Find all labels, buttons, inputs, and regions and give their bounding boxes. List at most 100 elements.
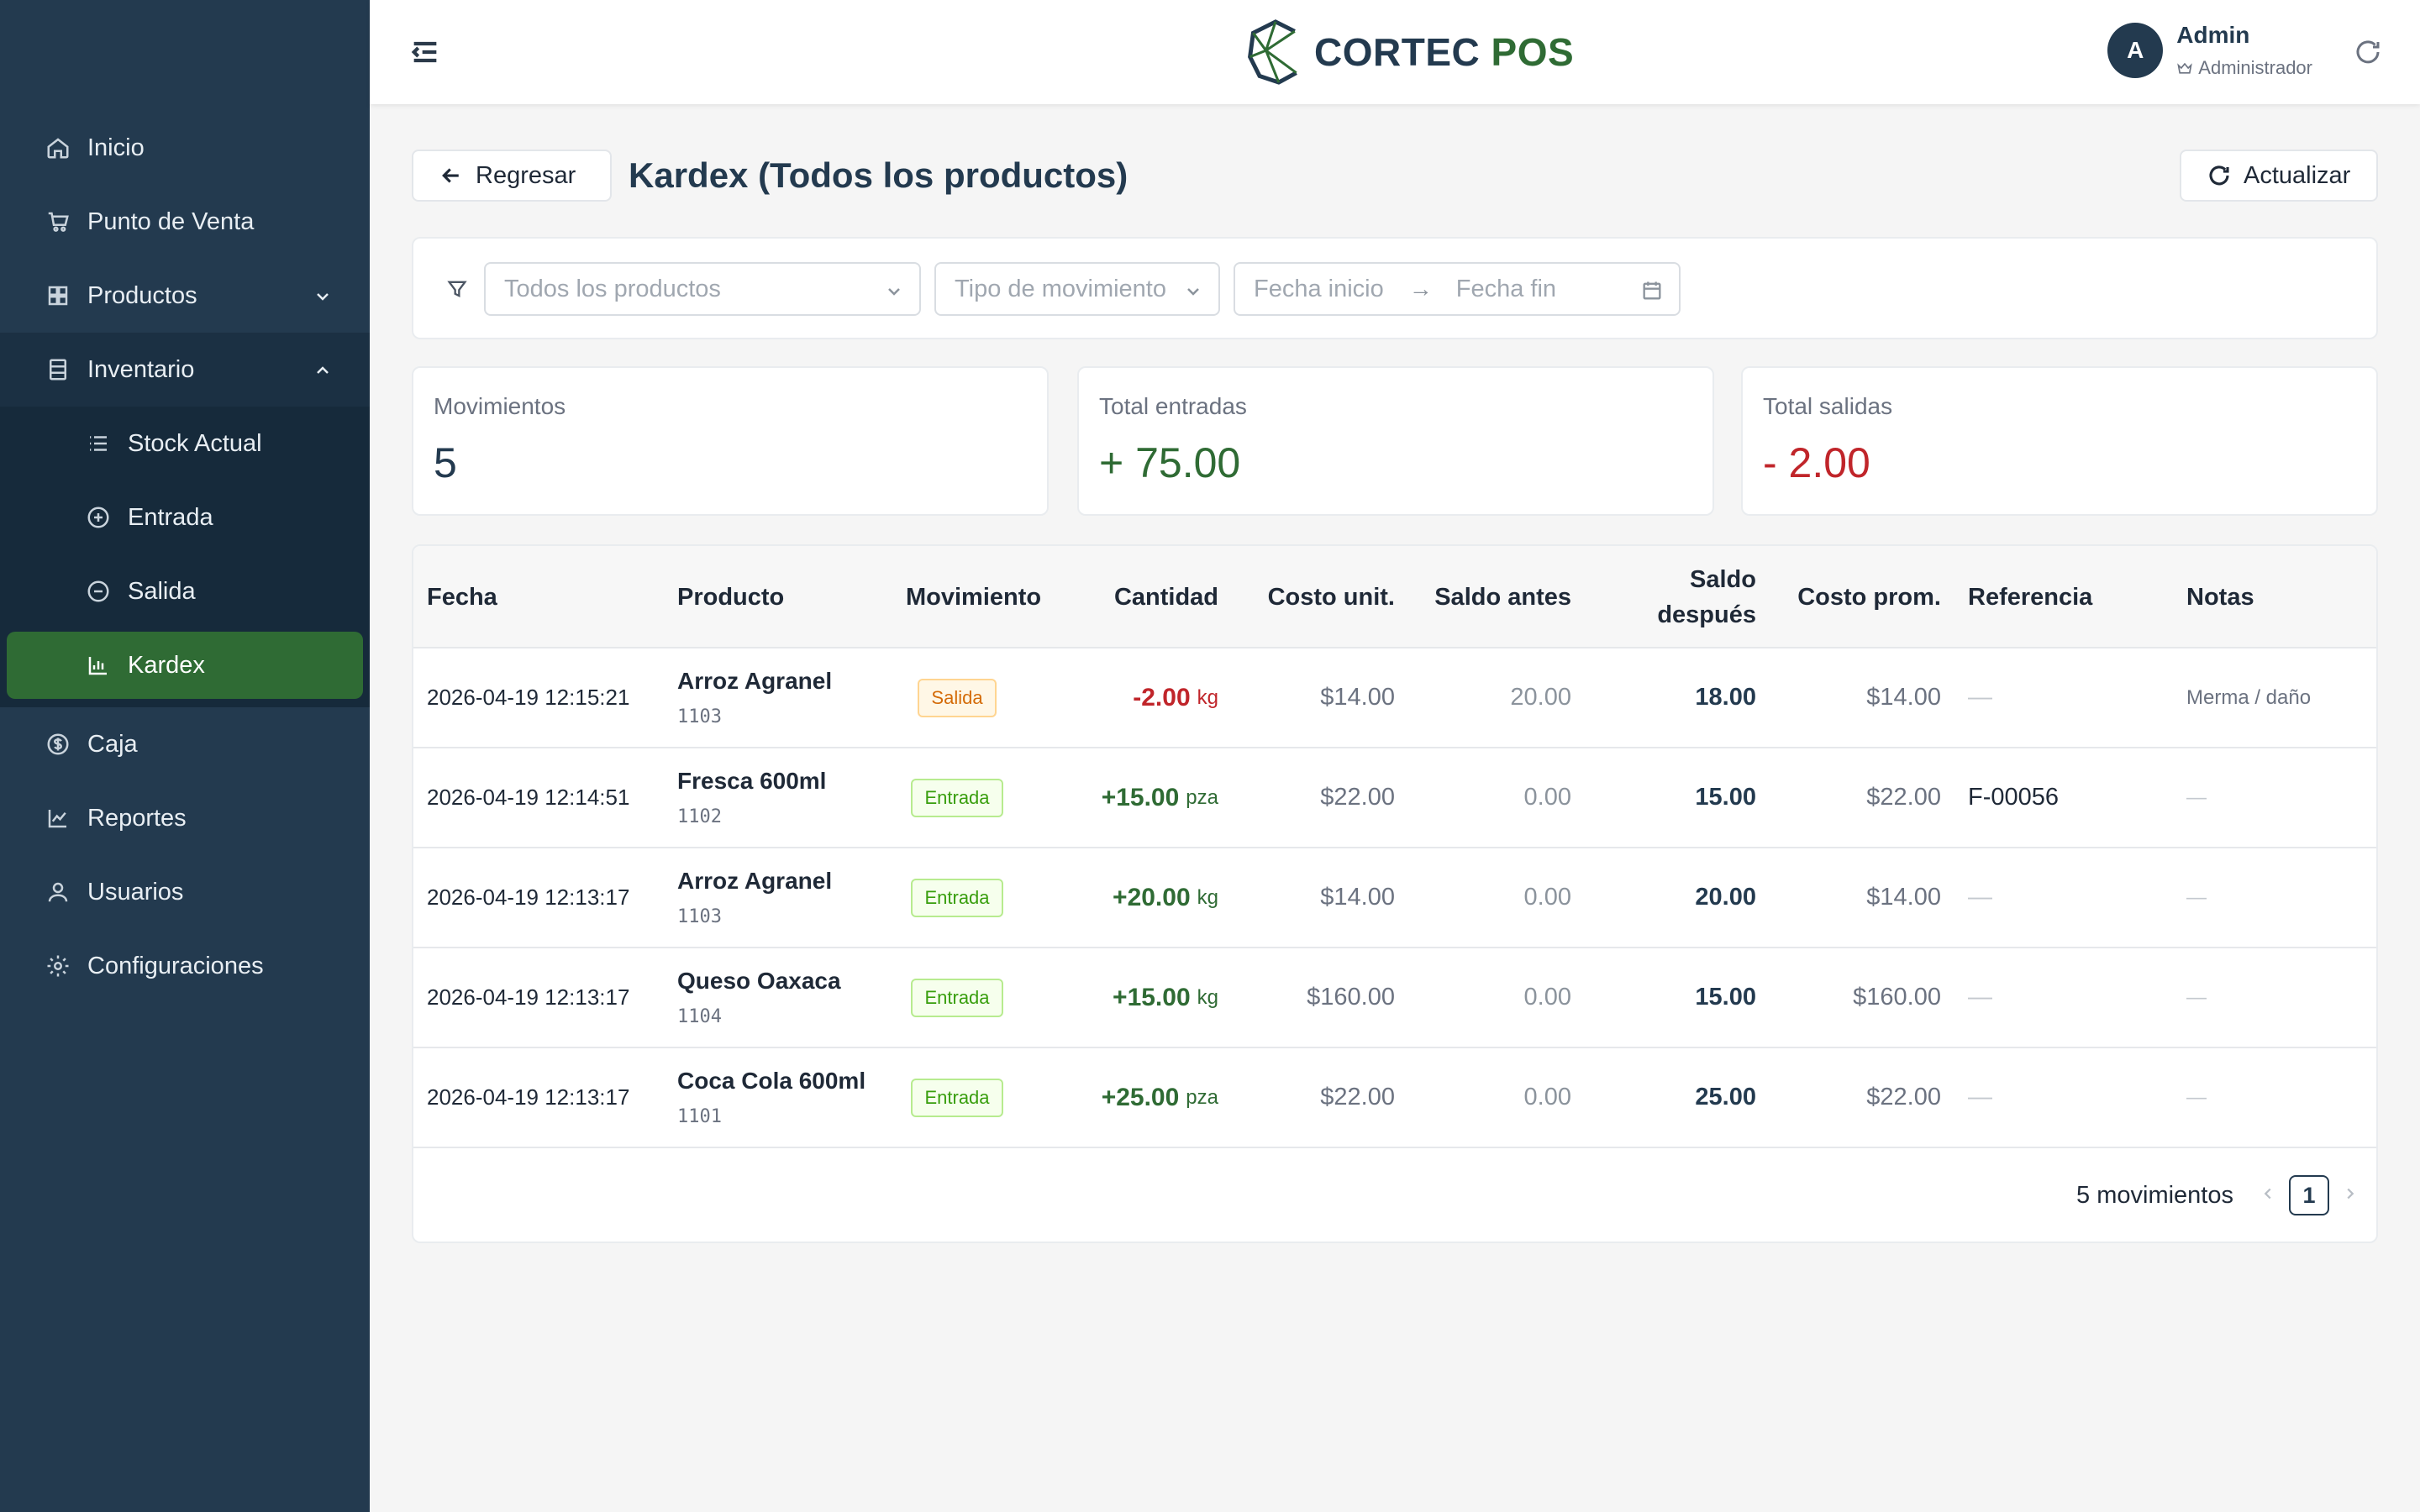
status-badge: Salida [918, 678, 997, 717]
cell-costo-unit: $22.00 [1320, 784, 1395, 811]
table-row[interactable]: 2026-04-19 12:13:17 Arroz Agranel 1103 E… [413, 848, 2376, 948]
user-role: Administrador [2176, 57, 2312, 79]
cell-saldo-despues: 25.00 [1695, 1084, 1756, 1110]
avatar[interactable]: A [2107, 23, 2164, 78]
logo-text-accent: POS [1491, 30, 1575, 74]
movement-type-placeholder: Tipo de movimiento [955, 275, 1166, 302]
sidebar-item-label: Usuarios [87, 878, 184, 906]
table-row[interactable]: 2026-04-19 12:15:21 Arroz Agranel 1103 S… [413, 648, 2376, 748]
chevron-down-icon [1183, 281, 1203, 308]
sidebar-nav: Inicio Punto de Venta Productos Inventar… [0, 111, 370, 1003]
cell-costo-prom: $22.00 [1866, 784, 1941, 811]
arrow-right-icon: → [1408, 276, 1433, 302]
back-button-label: Regresar [476, 161, 576, 189]
page-number-button[interactable]: 1 [2289, 1175, 2329, 1215]
chevron-up-icon [313, 360, 333, 387]
sidebar-item-inventario[interactable]: Inventario [0, 333, 370, 407]
sidebar-item-punto-de-venta[interactable]: Punto de Venta [0, 185, 370, 259]
back-button[interactable]: Regresar [412, 150, 612, 202]
chevron-left-icon[interactable] [2259, 1184, 2277, 1207]
chevron-right-icon[interactable] [2341, 1184, 2360, 1207]
sidebar-item-configuraciones[interactable]: Configuraciones [0, 929, 370, 1003]
product-select[interactable]: Todos los productos [484, 262, 921, 316]
sidebar-item-stock-actual[interactable]: Stock Actual [0, 407, 370, 480]
cell-cantidad: +15.00 pza [1035, 748, 1218, 847]
status-badge: Entrada [911, 778, 1003, 817]
plus-circle-icon [84, 503, 113, 532]
column-header-cantidad[interactable]: Cantidad [1113, 584, 1218, 611]
user-role-label: Administrador [2198, 57, 2312, 78]
column-header-movimiento[interactable]: Movimiento [906, 584, 1042, 611]
cell-referencia: F-00056 [1968, 784, 2060, 811]
cell-notas: — [2186, 985, 2207, 1009]
column-header-saldo-despues[interactable]: Saldo después [1657, 566, 1756, 628]
sidebar-item-label: Inventario [87, 355, 195, 383]
table-row[interactable]: 2026-04-19 12:13:17 Queso Oaxaca 1104 En… [413, 948, 2376, 1048]
filters-bar: Todos los productos Tipo de movimiento F… [412, 237, 2378, 339]
date-range-picker[interactable]: Fecha inicio → Fecha fin [1234, 262, 1681, 316]
page-header: Regresar Kardex (Todos los productos) Ac… [412, 150, 2378, 202]
filter-icon [445, 277, 469, 305]
sidebar-item-label: Caja [87, 730, 138, 758]
cell-referencia: — [1968, 884, 1992, 911]
sidebar-item-productos[interactable]: Productos [0, 259, 370, 333]
menu-toggle-icon[interactable] [408, 35, 442, 69]
sidebar-item-salida[interactable]: Salida [0, 554, 370, 628]
logout-icon[interactable] [2353, 37, 2383, 67]
cell-cantidad: +15.00 kg [1035, 948, 1218, 1047]
topbar: CORTEC POS A Admin Administrador [370, 0, 2420, 104]
column-header-costo-prom[interactable]: Costo prom. [1797, 584, 1941, 611]
cell-cantidad: +20.00 kg [1035, 848, 1218, 947]
cell-notas: — [2186, 885, 2207, 909]
column-header-referencia[interactable]: Referencia [1968, 584, 2093, 611]
refresh-button[interactable]: Actualizar [2180, 150, 2378, 202]
chart-line-icon [44, 804, 72, 832]
product-name: Fresca 600ml [677, 768, 827, 794]
stat-card-total-entradas: Total entradas + 75.00 [1077, 366, 1714, 516]
sidebar-item-reportes[interactable]: Reportes [0, 781, 370, 855]
quantity-value: +15.00 [1101, 783, 1180, 811]
cell-notas: — [2186, 1085, 2207, 1109]
cell-referencia: — [1968, 1084, 1992, 1110]
grid-icon [44, 281, 72, 310]
cell-movimiento: Entrada [884, 1048, 1030, 1147]
product-code: 1103 [677, 906, 722, 927]
home-icon [44, 134, 72, 162]
date-end-field[interactable]: Fecha fin [1455, 275, 1557, 302]
sidebar-item-kardex[interactable]: Kardex [7, 632, 363, 699]
table-row[interactable]: 2026-04-19 12:13:17 Coca Cola 600ml 1101… [413, 1048, 2376, 1148]
crown-icon [2177, 62, 2193, 74]
date-start-field[interactable]: Fecha inicio [1254, 275, 1384, 302]
sidebar-item-label: Kardex [128, 651, 205, 679]
table-row[interactable]: 2026-04-19 12:14:51 Fresca 600ml 1102 En… [413, 748, 2376, 848]
user-icon [44, 878, 72, 906]
sidebar-item-usuarios[interactable]: Usuarios [0, 855, 370, 929]
quantity-value: +20.00 [1113, 883, 1191, 911]
sidebar-item-entrada[interactable]: Entrada [0, 480, 370, 554]
stat-value: + 75.00 [1099, 439, 1241, 486]
column-header-fecha[interactable]: Fecha [427, 584, 497, 611]
cart-icon [44, 207, 72, 236]
user-menu[interactable]: A Admin Administrador [2107, 22, 2312, 79]
sidebar-item-inicio[interactable]: Inicio [0, 111, 370, 185]
column-header-notas[interactable]: Notas [2186, 584, 2254, 611]
list-icon [84, 429, 113, 458]
sidebar-item-label: Configuraciones [87, 952, 264, 979]
sidebar-item-caja[interactable]: Caja [0, 707, 370, 781]
cell-saldo-despues: 15.00 [1695, 784, 1756, 811]
stat-label: Movimientos [434, 393, 566, 419]
quantity-value: +15.00 [1113, 983, 1191, 1011]
quantity-unit: kg [1197, 685, 1218, 709]
cell-fecha: 2026-04-19 12:15:21 [427, 685, 630, 710]
column-header-producto[interactable]: Producto [677, 584, 785, 611]
movement-type-select[interactable]: Tipo de movimiento [934, 262, 1220, 316]
page-title: Kardex (Todos los productos) [629, 155, 1128, 195]
column-header-saldo-antes[interactable]: Saldo antes [1434, 584, 1571, 611]
cell-saldo-despues: 18.00 [1695, 684, 1756, 711]
status-badge: Entrada [911, 1078, 1003, 1117]
column-header-costo-unit[interactable]: Costo unit. [1267, 584, 1395, 611]
arrow-left-icon [442, 168, 459, 183]
cell-fecha: 2026-04-19 12:13:17 [427, 984, 630, 1010]
quantity-value: +25.00 [1101, 1083, 1180, 1111]
cell-producto: Coca Cola 600ml 1101 [677, 1048, 896, 1147]
